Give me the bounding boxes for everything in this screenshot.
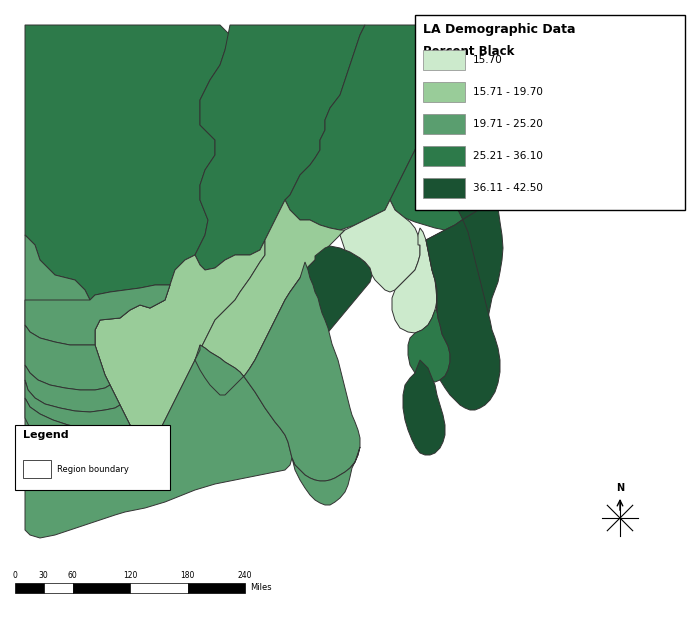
Polygon shape xyxy=(403,360,445,455)
Text: LA Demographic Data: LA Demographic Data xyxy=(423,23,575,36)
Polygon shape xyxy=(95,240,265,445)
Bar xyxy=(423,146,465,166)
Bar xyxy=(415,15,685,210)
Polygon shape xyxy=(195,25,365,270)
Polygon shape xyxy=(195,262,360,481)
Bar xyxy=(423,50,465,70)
Text: 19.71 - 25.20: 19.71 - 25.20 xyxy=(473,119,543,129)
Polygon shape xyxy=(390,25,530,230)
Text: 240: 240 xyxy=(238,571,252,580)
Polygon shape xyxy=(25,325,110,390)
Polygon shape xyxy=(426,185,503,348)
Polygon shape xyxy=(195,200,345,395)
Text: 60: 60 xyxy=(68,571,78,580)
Polygon shape xyxy=(25,25,230,320)
Text: Percent Black: Percent Black xyxy=(423,45,514,58)
Bar xyxy=(15,425,170,490)
Polygon shape xyxy=(392,228,437,333)
Text: 180: 180 xyxy=(181,571,195,580)
Polygon shape xyxy=(25,398,148,458)
Text: 25.21 - 36.10: 25.21 - 36.10 xyxy=(473,151,543,161)
Polygon shape xyxy=(285,25,462,230)
Bar xyxy=(23,460,51,478)
Polygon shape xyxy=(25,380,130,430)
Bar xyxy=(423,114,465,134)
Polygon shape xyxy=(25,235,150,485)
Text: Region boundary: Region boundary xyxy=(57,465,129,473)
Polygon shape xyxy=(25,285,170,345)
Text: Miles: Miles xyxy=(250,583,272,593)
Bar xyxy=(130,583,188,593)
Text: 36.11 - 42.50: 36.11 - 42.50 xyxy=(473,183,543,193)
Bar xyxy=(423,82,465,102)
Polygon shape xyxy=(90,285,170,320)
Polygon shape xyxy=(292,447,360,505)
Bar xyxy=(188,583,245,593)
Text: 30: 30 xyxy=(39,571,48,580)
Text: 15.70: 15.70 xyxy=(473,55,503,65)
Text: 120: 120 xyxy=(122,571,137,580)
Bar xyxy=(73,583,130,593)
Text: 0: 0 xyxy=(13,571,18,580)
Polygon shape xyxy=(426,165,500,410)
Polygon shape xyxy=(250,246,372,395)
Text: N: N xyxy=(616,483,624,493)
Polygon shape xyxy=(25,345,292,538)
Text: Legend: Legend xyxy=(23,430,69,440)
Polygon shape xyxy=(25,365,120,412)
Bar xyxy=(423,178,465,198)
Polygon shape xyxy=(340,200,420,292)
Polygon shape xyxy=(408,290,450,382)
Bar xyxy=(43,583,73,593)
Text: 15.71 - 19.70: 15.71 - 19.70 xyxy=(473,87,543,97)
Bar xyxy=(15,583,43,593)
